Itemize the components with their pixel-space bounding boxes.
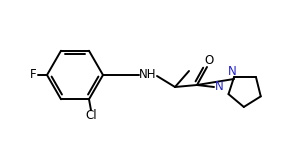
Text: O: O xyxy=(205,55,213,67)
Text: N: N xyxy=(228,65,237,78)
Text: Cl: Cl xyxy=(85,109,97,122)
Text: N: N xyxy=(215,80,223,93)
Text: F: F xyxy=(30,69,36,82)
Text: NH: NH xyxy=(139,69,157,82)
